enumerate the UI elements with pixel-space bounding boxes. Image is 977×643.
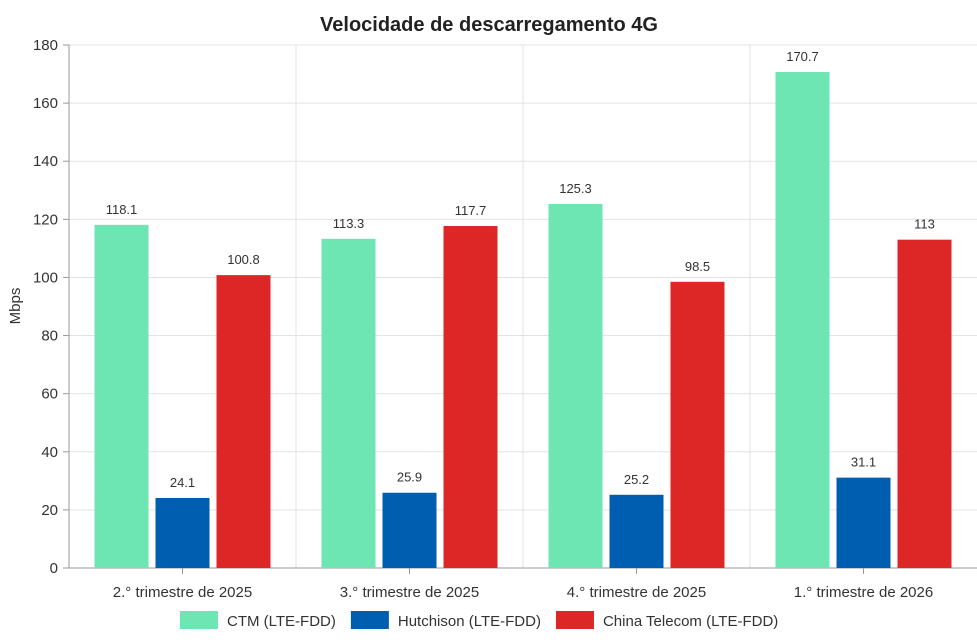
y-tick-label: 160: [33, 95, 58, 112]
data-label: 24.1: [170, 475, 195, 490]
data-labels: 118.1 24.1 100.8 113.3 25.9 117.7 125.3 25.2 98.…: [106, 49, 935, 490]
legend-swatch: [350, 611, 389, 629]
y-tick-label: 0: [50, 560, 58, 577]
x-tick-label: 4.° trimestre de 2025: [567, 584, 706, 601]
bar: [670, 281, 725, 568]
y-axis-label: Mbps: [7, 288, 24, 325]
legend-label: Hutchison (LTE-FDD): [398, 613, 541, 630]
data-label: 25.9: [397, 470, 422, 485]
bar: [443, 226, 498, 568]
bar: [775, 72, 830, 568]
bar: [155, 497, 210, 568]
bar: [94, 224, 149, 568]
x-tick-label: 3.° trimestre de 2025: [340, 584, 479, 601]
bar: [548, 203, 603, 568]
data-label: 98.5: [685, 259, 710, 274]
chart-title: Velocidade de descarregamento 4G: [320, 14, 658, 36]
legend-item[interactable]: Hutchison (LTE-FDD): [350, 611, 541, 630]
y-tick-label: 80: [41, 328, 58, 345]
bar: [609, 494, 664, 568]
x-tick-label: 1.° trimestre de 2026: [794, 584, 933, 601]
data-label: 118.1: [106, 202, 138, 217]
data-label: 100.8: [227, 252, 260, 267]
data-label: 25.2: [624, 472, 649, 487]
bars: [94, 72, 952, 569]
data-label: 125.3: [559, 181, 592, 196]
data-label: 170.7: [786, 49, 819, 64]
y-tick-label: 180: [33, 37, 58, 54]
y-tick-label: 20: [41, 502, 58, 519]
legend-label: CTM (LTE-FDD): [227, 613, 336, 630]
bar: [216, 275, 271, 568]
y-tick-label: 120: [33, 211, 58, 228]
y-tick-label: 100: [33, 269, 58, 286]
bar: [382, 492, 437, 568]
bar: [897, 239, 952, 568]
data-label: 117.7: [455, 203, 487, 218]
data-label: 31.1: [851, 455, 876, 470]
data-label: 113.3: [333, 216, 365, 231]
bar: [321, 238, 376, 569]
axes: 0 20 40 60 80 100 120 140 160 180 2.° trimestre de…: [33, 37, 977, 601]
y-tick-label: 140: [33, 153, 58, 170]
legend-swatch: [180, 611, 218, 629]
y-tick-label: 60: [41, 386, 58, 403]
legend-item[interactable]: China Telecom (LTE-FDD): [555, 611, 778, 630]
legend: CTM (LTE-FDD) Hutchison (LTE-FDD) China Te…: [180, 611, 778, 630]
bar: [836, 477, 891, 568]
x-tick-label: 2.° trimestre de 2025: [113, 584, 252, 601]
legend-item[interactable]: CTM (LTE-FDD): [180, 611, 336, 630]
legend-label: China Telecom (LTE-FDD): [603, 613, 778, 630]
y-tick-label: 40: [41, 444, 58, 461]
legend-swatch: [555, 611, 594, 629]
data-label: 113: [914, 217, 935, 232]
